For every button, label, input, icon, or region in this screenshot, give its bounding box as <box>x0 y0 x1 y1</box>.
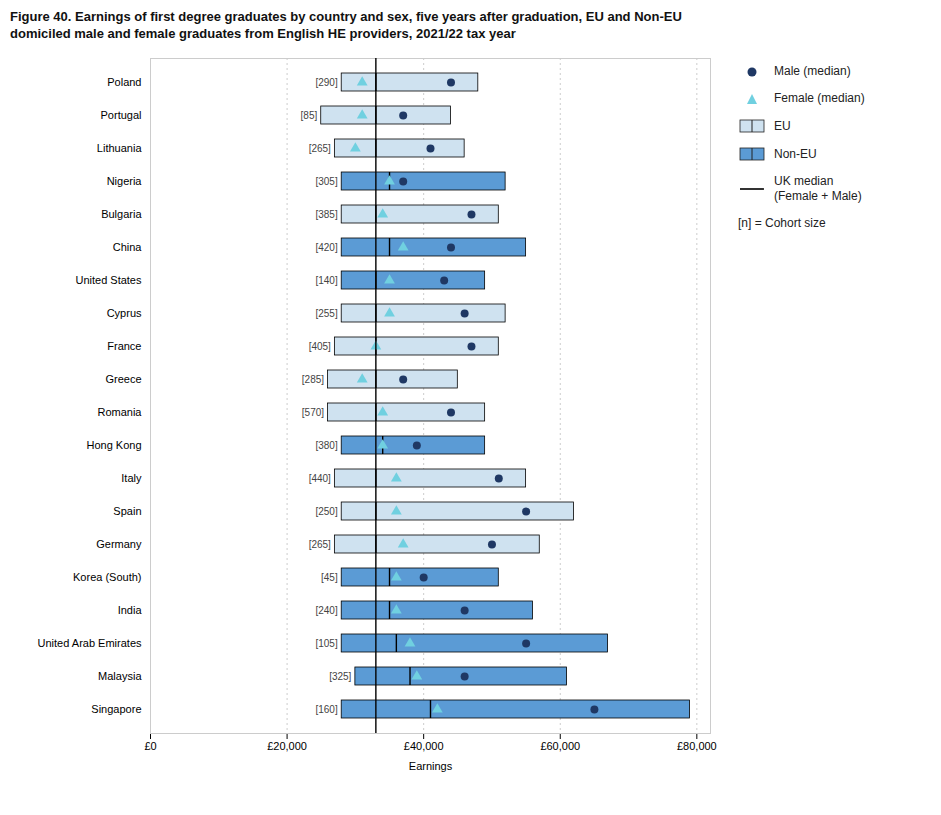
svg-text:[305]: [305] <box>315 176 337 187</box>
svg-text:Hong Kong: Hong Kong <box>86 439 141 451</box>
html-text:[n] = Cohort size: [n] = Cohort size <box>738 216 826 230</box>
svg-text:United Arab Emirates: United Arab Emirates <box>38 637 142 649</box>
html-text:(Female + Male): (Female + Male) <box>774 189 862 203</box>
svg-text:Portugal: Portugal <box>101 109 142 121</box>
svg-text:[160]: [160] <box>315 704 337 715</box>
svg-text:[380]: [380] <box>315 440 337 451</box>
svg-text:[255]: [255] <box>315 308 337 319</box>
svg-text:[440]: [440] <box>309 473 331 484</box>
svg-text:Greece: Greece <box>105 373 141 385</box>
html-text:Non-EU: Non-EU <box>774 146 817 161</box>
svg-text:[570]: [570] <box>302 407 324 418</box>
svg-text:[290]: [290] <box>315 77 337 88</box>
svg-text:Earnings: Earnings <box>409 760 453 772</box>
svg-text:France: France <box>107 340 141 352</box>
svg-text:Malaysia: Malaysia <box>98 670 142 682</box>
svg-text:[420]: [420] <box>315 242 337 253</box>
svg-text:[265]: [265] <box>309 539 331 550</box>
svg-text:Korea (South): Korea (South) <box>73 571 141 583</box>
svg-text:£60,000: £60,000 <box>540 740 580 752</box>
svg-text:Poland: Poland <box>107 76 141 88</box>
svg-text:£0: £0 <box>144 740 156 752</box>
svg-text:[105]: [105] <box>315 638 337 649</box>
svg-text:£40,000: £40,000 <box>404 740 444 752</box>
svg-text:Romania: Romania <box>97 406 142 418</box>
svg-text:[250]: [250] <box>315 506 337 517</box>
svg-text:[405]: [405] <box>309 341 331 352</box>
svg-text:Spain: Spain <box>113 505 141 517</box>
svg-text:Singapore: Singapore <box>91 703 141 715</box>
svg-text:Bulgaria: Bulgaria <box>101 208 142 220</box>
html-text:EU: EU <box>774 118 791 133</box>
svg-text:[140]: [140] <box>315 275 337 286</box>
svg-text:Nigeria: Nigeria <box>107 175 143 187</box>
html-text:Figure 40. Earnings of first d: Figure 40. Earnings of first degree grad… <box>10 9 682 24</box>
svg-text:£20,000: £20,000 <box>267 740 307 752</box>
svg-text:Cyprus: Cyprus <box>107 307 142 319</box>
svg-text:United States: United States <box>75 274 142 286</box>
html-text:UK median: UK median <box>774 174 834 188</box>
svg-text:[385]: [385] <box>315 209 337 220</box>
svg-text:China: China <box>113 241 143 253</box>
svg-text:India: India <box>118 604 143 616</box>
svg-text:Germany: Germany <box>96 538 142 550</box>
svg-text:Italy: Italy <box>121 472 142 484</box>
svg-text:[285]: [285] <box>302 374 324 385</box>
html-text:Female (median): Female (median) <box>774 91 865 105</box>
svg-text:[325]: [325] <box>329 671 351 682</box>
html-text:Male (median): Male (median) <box>774 64 851 78</box>
svg-text:[85]: [85] <box>301 110 318 121</box>
svg-text:[240]: [240] <box>315 605 337 616</box>
html-text:domiciled male and female grad: domiciled male and female graduates from… <box>10 26 516 41</box>
svg-text:[265]: [265] <box>309 143 331 154</box>
svg-text:[45]: [45] <box>321 572 338 583</box>
svg-text:£80,000: £80,000 <box>677 740 717 752</box>
svg-text:Lithuania: Lithuania <box>97 142 143 154</box>
